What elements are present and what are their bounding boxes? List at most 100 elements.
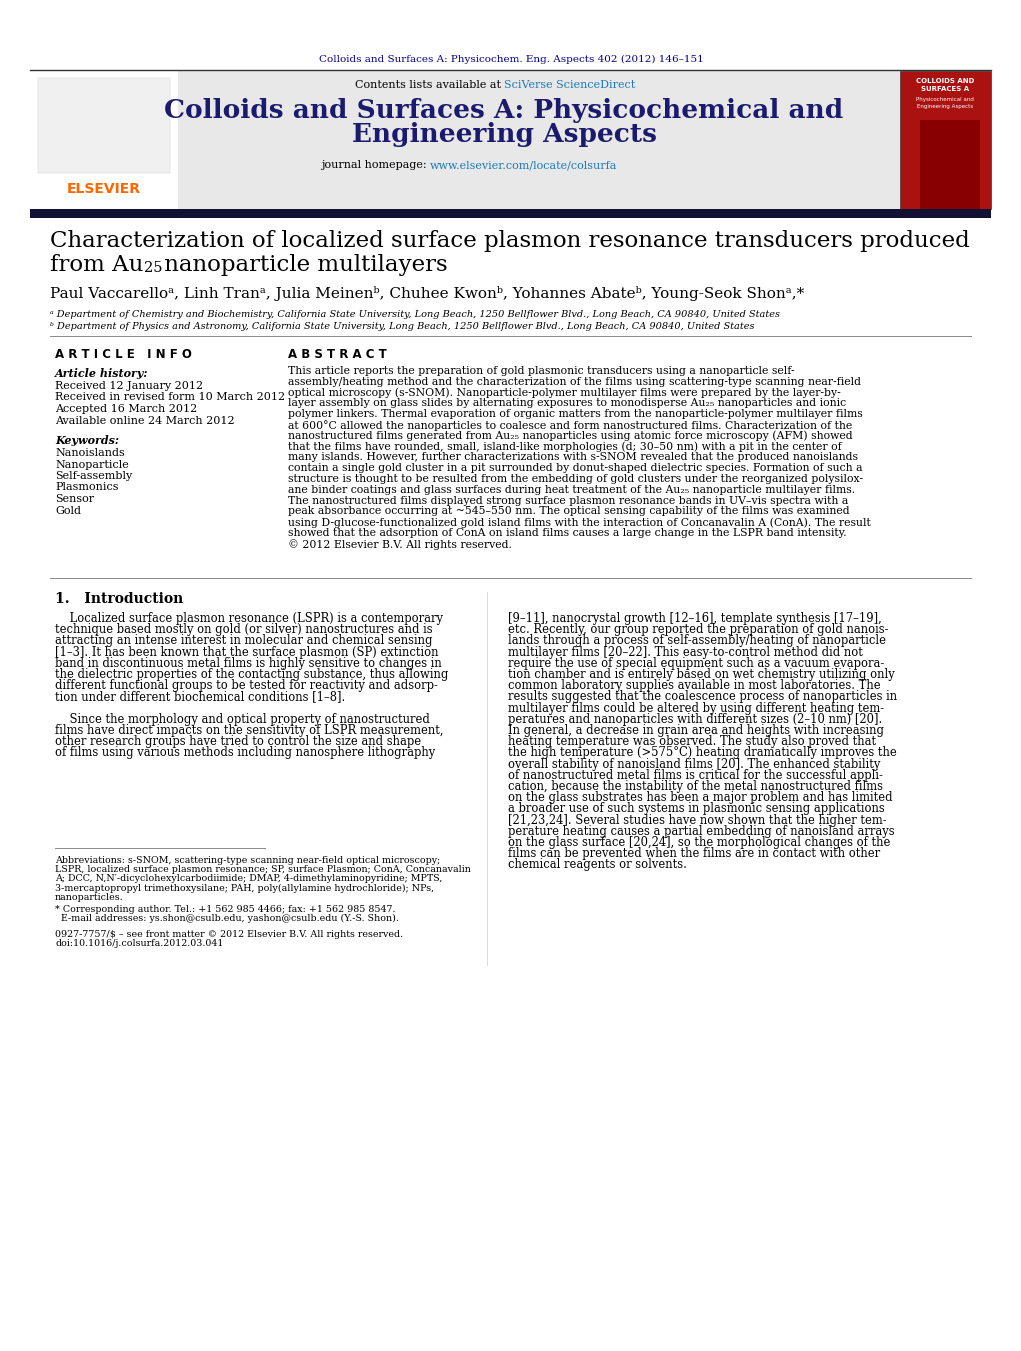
- Text: Colloids and Surfaces A: Physicochem. Eng. Aspects 402 (2012) 146–151: Colloids and Surfaces A: Physicochem. En…: [319, 55, 703, 63]
- Text: using D-glucose-functionalized gold island films with the interaction of Concana: using D-glucose-functionalized gold isla…: [288, 517, 871, 528]
- Text: Sensor: Sensor: [55, 494, 94, 504]
- Text: of films using various methods including nanosphere lithography: of films using various methods including…: [55, 746, 435, 759]
- Text: © 2012 Elsevier B.V. All rights reserved.: © 2012 Elsevier B.V. All rights reserved…: [288, 539, 512, 550]
- Text: a broader use of such systems in plasmonic sensing applications: a broader use of such systems in plasmon…: [508, 802, 885, 816]
- Text: Nanoparticle: Nanoparticle: [55, 459, 129, 470]
- Text: E-mail addresses: ys.shon@csulb.edu, yashon@csulb.edu (Y.-S. Shon).: E-mail addresses: ys.shon@csulb.edu, yas…: [55, 915, 399, 923]
- Text: Received 12 January 2012: Received 12 January 2012: [55, 381, 203, 390]
- Text: Contents lists available at: Contents lists available at: [354, 80, 504, 91]
- Text: COLLOIDS AND: COLLOIDS AND: [916, 78, 974, 84]
- Text: nanoparticles.: nanoparticles.: [55, 893, 124, 902]
- Text: SURFACES A: SURFACES A: [921, 86, 969, 92]
- Text: common laboratory supplies available in most laboratories. The: common laboratory supplies available in …: [508, 680, 881, 692]
- Text: multilayer films could be altered by using different heating tem-: multilayer films could be altered by usi…: [508, 701, 884, 715]
- Text: Since the morphology and optical property of nanostructured: Since the morphology and optical propert…: [55, 713, 430, 725]
- Text: Engineering Aspects: Engineering Aspects: [917, 104, 973, 109]
- Text: optical microscopy (s-SNOM). Nanoparticle-polymer multilayer films were prepared: optical microscopy (s-SNOM). Nanoparticl…: [288, 388, 840, 399]
- Text: This article reports the preparation of gold plasmonic transducers using a nanop: This article reports the preparation of …: [288, 366, 794, 376]
- Text: at 600°C allowed the nanoparticles to coalesce and form nanostructured films. Ch: at 600°C allowed the nanoparticles to co…: [288, 420, 853, 431]
- Text: films have direct impacts on the sensitivity of LSPR measurement,: films have direct impacts on the sensiti…: [55, 724, 443, 738]
- Bar: [920, 120, 980, 209]
- Text: SciVerse ScienceDirect: SciVerse ScienceDirect: [504, 80, 635, 91]
- Text: * Corresponding author. Tel.: +1 562 985 4466; fax: +1 562 985 8547.: * Corresponding author. Tel.: +1 562 985…: [55, 905, 395, 915]
- Text: [21,23,24]. Several studies have now shown that the higher tem-: [21,23,24]. Several studies have now sho…: [508, 813, 886, 827]
- Text: Gold: Gold: [55, 505, 81, 516]
- Text: Characterization of localized surface plasmon resonance transducers produced: Characterization of localized surface pl…: [50, 230, 970, 253]
- Text: [9–11], nanocrystal growth [12–16], template synthesis [17–19],: [9–11], nanocrystal growth [12–16], temp…: [508, 612, 882, 626]
- Bar: [38, 78, 171, 173]
- Text: technique based mostly on gold (or silver) nanostructures and is: technique based mostly on gold (or silve…: [55, 623, 433, 636]
- Text: Paul Vaccarelloᵃ, Linh Tranᵃ, Julia Meinenᵇ, Chuhee Kwonᵇ, Yohannes Abateᵇ, Youn: Paul Vaccarelloᵃ, Linh Tranᵃ, Julia Mein…: [50, 286, 805, 301]
- Text: Nanoislands: Nanoislands: [55, 449, 125, 458]
- Text: nanostructured films generated from Au₂₅ nanoparticles using atomic force micros: nanostructured films generated from Au₂₅…: [288, 431, 853, 442]
- Text: contain a single gold cluster in a pit surrounded by donut-shaped dielectric spe: contain a single gold cluster in a pit s…: [288, 463, 863, 473]
- Text: lands through a process of self-assembly/heating of nanoparticle: lands through a process of self-assembly…: [508, 635, 886, 647]
- Text: heating temperature was observed. The study also proved that: heating temperature was observed. The st…: [508, 735, 876, 748]
- Text: polymer linkers. Thermal evaporation of organic matters from the nanoparticle-po: polymer linkers. Thermal evaporation of …: [288, 409, 863, 419]
- Text: Accepted 16 March 2012: Accepted 16 March 2012: [55, 404, 197, 413]
- Text: In general, a decrease in grain area and heights with increasing: In general, a decrease in grain area and…: [508, 724, 884, 738]
- Text: 3-mercaptopropyl trimethoxysilane; PAH, poly(allylamine hydrochloride); NPs,: 3-mercaptopropyl trimethoxysilane; PAH, …: [55, 884, 434, 893]
- Text: on the glass surface [20,24], so the morphological changes of the: on the glass surface [20,24], so the mor…: [508, 836, 890, 848]
- Text: doi:10.1016/j.colsurfa.2012.03.041: doi:10.1016/j.colsurfa.2012.03.041: [55, 939, 224, 948]
- Text: band in discontinuous metal films is highly sensitive to changes in: band in discontinuous metal films is hig…: [55, 657, 442, 670]
- Text: A B S T R A C T: A B S T R A C T: [288, 349, 387, 361]
- Text: peak absorbance occurring at ~545–550 nm. The optical sensing capability of the : peak absorbance occurring at ~545–550 nm…: [288, 507, 849, 516]
- Text: ᵇ Department of Physics and Astronomy, California State University, Long Beach, : ᵇ Department of Physics and Astronomy, C…: [50, 322, 755, 331]
- Text: A; DCC, N,N′-dicyclohexylcarbodiimide; DMAP, 4-dimethylaminopyridine; MPTS,: A; DCC, N,N′-dicyclohexylcarbodiimide; D…: [55, 874, 442, 884]
- Text: films can be prevented when the films are in contact with other: films can be prevented when the films ar…: [508, 847, 880, 861]
- Text: tion chamber and is entirely based on wet chemistry utilizing only: tion chamber and is entirely based on we…: [508, 667, 894, 681]
- Text: showed that the adsorption of ConA on island films causes a large change in the : showed that the adsorption of ConA on is…: [288, 528, 846, 538]
- Text: of nanostructured metal films is critical for the successful appli-: of nanostructured metal films is critica…: [508, 769, 883, 782]
- Bar: [30, 209, 991, 218]
- Text: that the films have rounded, small, island-like morphologies (d; 30–50 nm) with : that the films have rounded, small, isla…: [288, 442, 841, 453]
- Text: Article history:: Article history:: [55, 367, 148, 380]
- Text: attracting an intense interest in molecular and chemical sensing: attracting an intense interest in molecu…: [55, 635, 433, 647]
- Text: journal homepage:: journal homepage:: [321, 159, 430, 170]
- Text: nanoparticle multilayers: nanoparticle multilayers: [157, 254, 447, 276]
- Text: on the glass substrates has been a major problem and has limited: on the glass substrates has been a major…: [508, 792, 892, 804]
- Text: Physicochemical and: Physicochemical and: [916, 97, 974, 101]
- Text: peratures and nanoparticles with different sizes (2–10 nm) [20].: peratures and nanoparticles with differe…: [508, 713, 882, 725]
- Text: etc. Recently, our group reported the preparation of gold nanois-: etc. Recently, our group reported the pr…: [508, 623, 888, 636]
- Text: the dielectric properties of the contacting substance, thus allowing: the dielectric properties of the contact…: [55, 667, 448, 681]
- Text: the high temperature (>575°C) heating dramatically improves the: the high temperature (>575°C) heating dr…: [508, 746, 896, 759]
- Text: Abbreviations: s-SNOM, scattering-type scanning near-field optical microscopy;: Abbreviations: s-SNOM, scattering-type s…: [55, 857, 440, 865]
- Text: A R T I C L E   I N F O: A R T I C L E I N F O: [55, 349, 192, 361]
- Text: The nanostructured films displayed strong surface plasmon resonance bands in UV–: The nanostructured films displayed stron…: [288, 496, 848, 505]
- Text: 1.   Introduction: 1. Introduction: [55, 592, 183, 607]
- Text: assembly/heating method and the characterization of the films using scattering-t: assembly/heating method and the characte…: [288, 377, 861, 386]
- Text: different functional groups to be tested for reactivity and adsorp-: different functional groups to be tested…: [55, 680, 438, 692]
- Bar: [30, 72, 900, 209]
- Text: multilayer films [20–22]. This easy-to-control method did not: multilayer films [20–22]. This easy-to-c…: [508, 646, 863, 658]
- Text: 25: 25: [144, 261, 162, 276]
- Text: from Au: from Au: [50, 254, 143, 276]
- Text: layer assembly on glass slides by alternating exposures to monodisperse Au₂₅ nan: layer assembly on glass slides by altern…: [288, 399, 846, 408]
- Text: Self-assembly: Self-assembly: [55, 471, 133, 481]
- Text: overall stability of nanoisland films [20]. The enhanced stability: overall stability of nanoisland films [2…: [508, 758, 880, 770]
- Text: Colloids and Surfaces A: Physicochemical and: Colloids and Surfaces A: Physicochemical…: [164, 99, 843, 123]
- Text: other research groups have tried to control the size and shape: other research groups have tried to cont…: [55, 735, 421, 748]
- Text: ELSEVIER: ELSEVIER: [67, 182, 141, 196]
- Text: tion under different biochemical conditions [1–8].: tion under different biochemical conditi…: [55, 690, 345, 704]
- Text: structure is thought to be resulted from the embedding of gold clusters under th: structure is thought to be resulted from…: [288, 474, 863, 484]
- Text: www.elsevier.com/locate/colsurfa: www.elsevier.com/locate/colsurfa: [430, 159, 618, 170]
- Text: results suggested that the coalescence process of nanoparticles in: results suggested that the coalescence p…: [508, 690, 897, 704]
- Text: require the use of special equipment such as a vacuum evapora-: require the use of special equipment suc…: [508, 657, 884, 670]
- Text: 0927-7757/$ – see front matter © 2012 Elsevier B.V. All rights reserved.: 0927-7757/$ – see front matter © 2012 El…: [55, 931, 403, 939]
- Text: LSPR, localized surface plasmon resonance; SP, surface Plasmon; ConA, Concanaval: LSPR, localized surface plasmon resonanc…: [55, 865, 471, 874]
- Text: Available online 24 March 2012: Available online 24 March 2012: [55, 416, 235, 426]
- Text: Keywords:: Keywords:: [55, 435, 119, 446]
- Text: chemical reagents or solvents.: chemical reagents or solvents.: [508, 858, 687, 871]
- Text: Received in revised form 10 March 2012: Received in revised form 10 March 2012: [55, 393, 285, 403]
- Text: [1–3]. It has been known that the surface plasmon (SP) extinction: [1–3]. It has been known that the surfac…: [55, 646, 438, 658]
- Text: many islands. However, further characterizations with s-SNOM revealed that the p: many islands. However, further character…: [288, 453, 858, 462]
- Text: Plasmonics: Plasmonics: [55, 482, 118, 493]
- Text: perature heating causes a partial embedding of nanoisland arrays: perature heating causes a partial embedd…: [508, 825, 894, 838]
- Bar: [900, 72, 991, 209]
- Text: ane binder coatings and glass surfaces during heat treatment of the Au₂₅ nanopar: ane binder coatings and glass surfaces d…: [288, 485, 856, 494]
- Bar: [30, 72, 178, 209]
- Text: Localized surface plasmon resonance (LSPR) is a contemporary: Localized surface plasmon resonance (LSP…: [55, 612, 443, 626]
- Text: ᵃ Department of Chemistry and Biochemistry, California State University, Long Be: ᵃ Department of Chemistry and Biochemist…: [50, 309, 780, 319]
- Text: cation, because the instability of the metal nanostructured films: cation, because the instability of the m…: [508, 780, 883, 793]
